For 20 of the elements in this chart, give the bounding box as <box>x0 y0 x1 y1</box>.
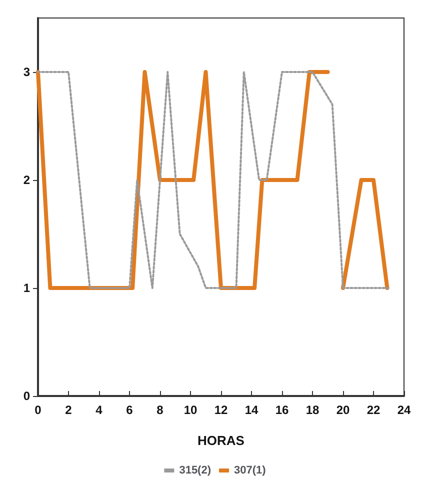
legend-label: 307(1) <box>234 464 266 476</box>
x-tick-label: 24 <box>397 403 411 417</box>
legend-label: 315(2) <box>179 464 212 476</box>
y-tick-label: 0 <box>23 389 30 403</box>
x-tick-label: 18 <box>306 403 320 417</box>
x-tick-label: 4 <box>96 403 103 417</box>
y-tick-label: 1 <box>23 281 30 295</box>
x-tick-label: 8 <box>156 403 164 417</box>
x-tick-label: 6 <box>126 403 134 417</box>
x-tick-label: 20 <box>336 403 350 417</box>
x-tick-label: 16 <box>275 403 289 417</box>
y-tick-label: 2 <box>23 173 30 187</box>
x-tick-label: 2 <box>65 403 72 417</box>
x-tick-label: 14 <box>244 403 258 417</box>
x-axis-title: HORAS <box>198 433 245 448</box>
x-tick-label: 22 <box>366 403 380 417</box>
x-tick-label: 12 <box>214 403 228 417</box>
y-tick-label: 3 <box>23 65 30 79</box>
x-tick-label: 0 <box>34 403 42 417</box>
x-tick-label: 10 <box>184 403 198 417</box>
